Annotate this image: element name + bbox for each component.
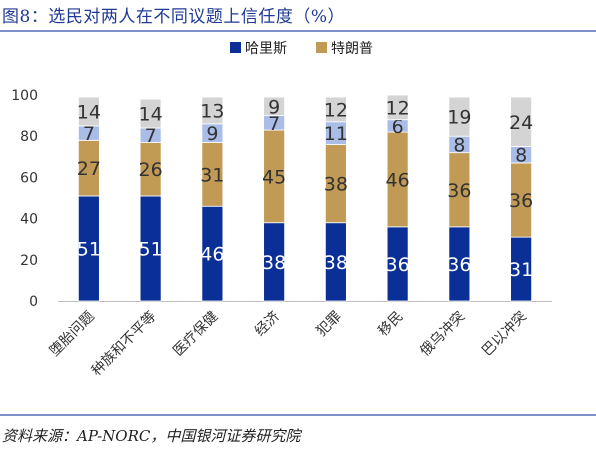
x-tick-label: 医疗保健 xyxy=(170,309,221,360)
data-label: 27 xyxy=(77,158,101,180)
legend-swatch xyxy=(316,42,327,53)
x-tick-label: 种族和不平等 xyxy=(88,308,159,379)
data-label: 36 xyxy=(447,180,471,202)
data-label: 36 xyxy=(509,190,533,212)
data-label: 31 xyxy=(509,259,533,281)
bar-segment xyxy=(263,96,286,116)
bar-segment xyxy=(201,96,224,125)
y-tick-label: 40 xyxy=(20,212,38,228)
bar-segment xyxy=(139,98,162,129)
bar-segment xyxy=(77,96,100,127)
y-tick-label: 80 xyxy=(20,129,38,145)
y-tick-label: 60 xyxy=(20,170,38,186)
data-label: 11 xyxy=(324,123,348,145)
bar-segment xyxy=(448,96,471,137)
bar-segment xyxy=(510,96,533,147)
y-tick-label: 20 xyxy=(20,253,38,269)
data-label: 38 xyxy=(324,174,348,196)
x-tick-label: 经济 xyxy=(252,309,283,340)
y-tick-label: 100 xyxy=(11,88,38,104)
data-label: 7 xyxy=(145,125,157,147)
x-tick-label: 犯罪 xyxy=(314,309,345,340)
data-label: 38 xyxy=(324,252,348,274)
x-tick-label: 巴以冲突 xyxy=(479,309,530,360)
bottom-rule xyxy=(0,414,596,416)
x-tick-label: 堕胎问题 xyxy=(46,308,98,360)
data-label: 45 xyxy=(262,166,286,188)
data-label: 14 xyxy=(139,104,163,126)
data-label: 8 xyxy=(515,145,527,167)
data-label: 26 xyxy=(139,159,163,181)
stacked-bar-chart: 0204060801005127714堕胎问题5126714种族和不平等4631… xyxy=(11,41,552,379)
data-label: 46 xyxy=(200,244,224,266)
x-tick-label: 俄乌冲突 xyxy=(417,309,468,360)
data-label: 46 xyxy=(386,169,410,191)
data-label: 51 xyxy=(77,238,101,260)
bar-segment xyxy=(386,94,409,121)
top-rule xyxy=(0,30,596,32)
data-label: 12 xyxy=(386,97,410,119)
legend-swatch xyxy=(230,42,241,53)
data-label: 8 xyxy=(453,134,465,156)
data-label: 24 xyxy=(509,112,533,134)
x-tick-label: 移民 xyxy=(375,309,406,340)
data-label: 6 xyxy=(392,116,404,138)
data-label: 51 xyxy=(139,238,163,260)
data-label: 19 xyxy=(447,107,471,129)
data-label: 36 xyxy=(447,254,471,276)
y-tick-label: 0 xyxy=(29,294,38,310)
data-label: 7 xyxy=(83,123,95,145)
data-label: 13 xyxy=(200,100,224,122)
figure-title: 图8：选民对两人在不同议题上信任度（%） xyxy=(2,7,345,27)
source-note: 资料来源：AP-NORC，中国银河证券研究院 xyxy=(2,427,301,445)
data-label: 9 xyxy=(268,96,280,118)
legend-label: 特朗普 xyxy=(331,41,373,57)
data-label: 38 xyxy=(262,252,286,274)
data-label: 12 xyxy=(324,99,348,121)
data-label: 36 xyxy=(386,254,410,276)
bar-segment xyxy=(324,96,347,123)
data-label: 31 xyxy=(200,164,224,186)
data-label: 7 xyxy=(268,113,280,135)
data-label: 14 xyxy=(77,101,101,123)
legend-label: 哈里斯 xyxy=(245,41,287,57)
data-label: 9 xyxy=(206,123,218,145)
